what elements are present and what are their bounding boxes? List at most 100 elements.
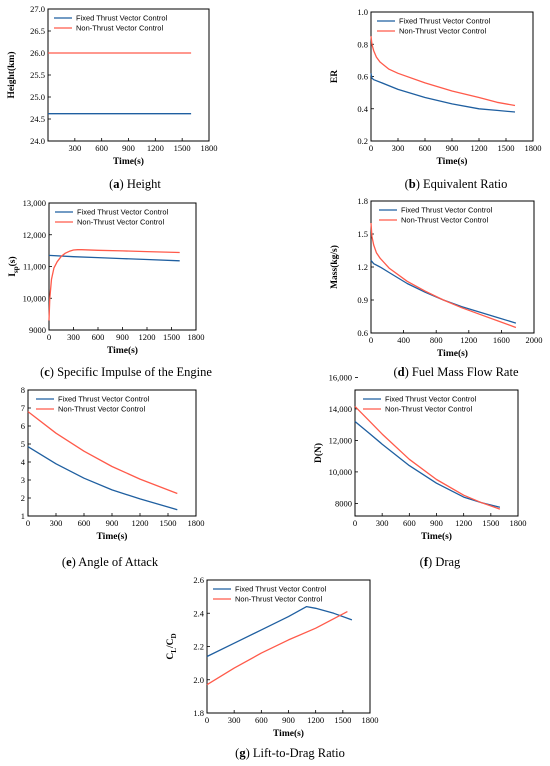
- caption-close: ): [120, 177, 124, 191]
- x-tick-label: 0: [47, 332, 51, 342]
- caption-open: (: [420, 555, 424, 569]
- x-tick-label: 900: [446, 143, 459, 153]
- x-tick-label: 0: [369, 143, 373, 153]
- x-tick-label: 1200: [147, 143, 164, 153]
- y-axis-label-main: I: [8, 273, 18, 277]
- x-tick-label: 1500: [498, 143, 515, 153]
- y-axis-label-main: ER: [330, 70, 340, 83]
- y-tick-label: 0.2: [357, 136, 368, 146]
- y-tick-label: 0.9: [357, 295, 368, 305]
- x-tick-label: 600: [78, 518, 91, 528]
- caption-open: (: [393, 365, 397, 379]
- caption-text: Fuel Mass Flow Rate: [409, 365, 519, 379]
- y-tick-label: 2.2: [193, 642, 204, 652]
- caption-text: Angle of Attack: [76, 555, 159, 569]
- caption-close: ): [246, 746, 250, 760]
- x-tick-label: 900: [282, 715, 295, 725]
- y-tick-label: 1.2: [357, 262, 368, 272]
- y-tick-label: 2.0: [193, 675, 204, 685]
- x-tick-label: 600: [92, 332, 105, 342]
- series-line-fixed: [354, 421, 501, 508]
- x-tick-label: 1800: [362, 715, 379, 725]
- caption-open: (: [235, 746, 239, 760]
- y-tick-label: 10,000: [329, 467, 352, 477]
- y-tick-label: 1: [21, 511, 25, 521]
- legend-label: Non-Thrust Vector Control: [401, 216, 488, 225]
- x-axis-label: Time(s): [107, 345, 138, 356]
- x-tick-label: 800: [430, 335, 443, 345]
- y-tick-label: 2.4: [193, 608, 204, 618]
- caption-text: Equivalent Ratio: [420, 177, 507, 191]
- x-tick-label: 0: [353, 518, 357, 528]
- x-tick-label: 600: [403, 518, 416, 528]
- panel-caption: (a) Height: [109, 177, 161, 191]
- x-tick-label: 600: [419, 143, 432, 153]
- x-tick-label: 1800: [201, 143, 218, 153]
- x-tick-label: 1500: [482, 518, 499, 528]
- x-tick-label: 300: [392, 143, 405, 153]
- y-axis-label: D(N): [313, 443, 324, 463]
- y-tick-label: 8: [21, 385, 25, 395]
- x-tick-label: 2000: [526, 335, 543, 345]
- x-tick-label: 900: [106, 518, 119, 528]
- y-tick-label: 12,000: [329, 435, 352, 445]
- series-line-non: [370, 36, 516, 107]
- y-tick-label: 2: [21, 493, 25, 503]
- legend-label: Non-Thrust Vector Control: [235, 595, 322, 604]
- caption-text: Drag: [432, 555, 461, 569]
- caption-open: (: [109, 177, 113, 191]
- caption-letter: f: [424, 555, 429, 569]
- x-tick-label: 1800: [188, 332, 205, 342]
- legend-label: Non-Thrust Vector Control: [399, 27, 486, 36]
- y-tick-label: 0.4: [357, 104, 368, 114]
- y-tick-label: 13,000: [23, 198, 46, 208]
- x-tick-label: 1800: [188, 518, 205, 528]
- x-axis-label: Time(s): [421, 531, 452, 542]
- x-tick-label: 300: [67, 332, 80, 342]
- caption-close: ): [405, 365, 409, 379]
- caption-text: Height: [124, 177, 162, 191]
- y-tick-label: 26.0: [30, 48, 45, 58]
- x-tick-label: 1200: [460, 335, 477, 345]
- y-axis-label: ER: [330, 70, 340, 83]
- caption-letter: a: [113, 177, 120, 191]
- y-axis-label-main: Mass(kg/s): [329, 245, 340, 289]
- legend-label: Non-Thrust Vector Control: [76, 24, 163, 33]
- series-line-fixed: [370, 73, 516, 113]
- x-axis-label: Time(s): [273, 728, 304, 739]
- x-tick-label: 300: [68, 143, 81, 153]
- caption-close: ): [416, 177, 420, 191]
- panel-caption: (d) Fuel Mass Flow Rate: [393, 365, 518, 379]
- x-tick-label: 1500: [160, 518, 177, 528]
- x-tick-label: 900: [116, 332, 129, 342]
- caption-close: ): [428, 555, 432, 569]
- x-tick-label: 0: [26, 518, 30, 528]
- y-tick-label: 7: [21, 403, 25, 413]
- legend-label: Fixed Thrust Vector Control: [235, 585, 326, 594]
- x-tick-label: 0: [205, 715, 209, 725]
- x-tick-label: 1500: [163, 332, 180, 342]
- y-tick-label: 0.6: [357, 328, 368, 338]
- caption-close: ): [72, 555, 76, 569]
- y-axis-label: Isp(s): [7, 256, 20, 276]
- x-tick-label: 1200: [471, 143, 488, 153]
- y-tick-label: 0.6: [357, 72, 368, 82]
- chart-d: 0 400 800 1200 1600 2000 0.6 0.9 1.2 1.5 1.8 Time(s…: [329, 196, 543, 379]
- y-axis-label-mid: /C: [166, 638, 176, 649]
- y-tick-label: 6: [21, 421, 25, 431]
- legend-label: Fixed Thrust Vector Control: [58, 395, 149, 404]
- caption-open: (: [62, 555, 66, 569]
- caption-text: Lift-to-Drag Ratio: [250, 746, 345, 760]
- series-line-fixed: [27, 446, 178, 511]
- series-line-non: [27, 411, 178, 495]
- legend-label: Non-Thrust Vector Control: [58, 405, 145, 414]
- y-axis-label-sub2: D: [170, 633, 178, 638]
- y-axis-label-main: D(N): [313, 443, 324, 463]
- x-tick-label: 400: [397, 335, 410, 345]
- panel-caption: (c) Specific Impulse of the Engine: [40, 365, 212, 379]
- x-axis-label: Time(s): [437, 156, 468, 167]
- y-tick-label: 25.0: [30, 92, 45, 102]
- legend-label: Non-Thrust Vector Control: [77, 218, 164, 227]
- chart-c: 0 300 600 900 1200 1500 1800 9000 10,000 11,000 12…: [7, 198, 212, 379]
